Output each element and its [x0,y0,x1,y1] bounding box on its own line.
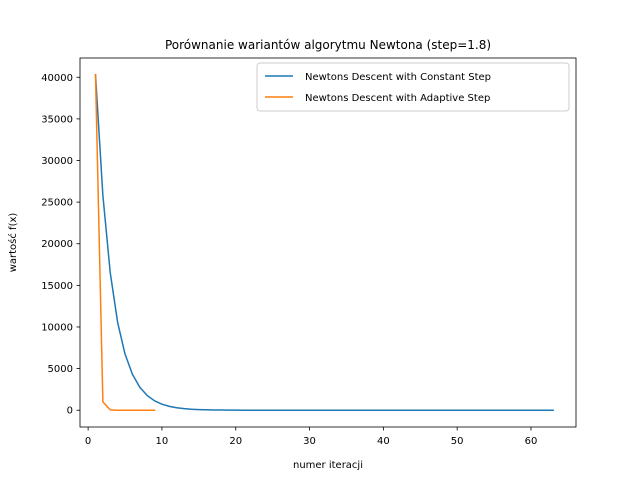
x-axis-label: numer iteracji [293,460,363,471]
plot-area [79,57,577,428]
y-tick-label: 35000 [41,114,73,125]
y-tick-label: 0 [67,406,73,417]
series-line-adaptive-step [94,74,156,411]
legend-label-constant-step: Newtons Descent with Constant Step [305,72,491,83]
y-tick-label: 15000 [41,281,73,292]
x-tick-label: 30 [303,436,316,447]
y-axis-ticks: 0 5000 10000 15000 20000 25000 30000 35000 40000 [41,73,80,417]
y-tick-label: 10000 [41,322,73,333]
x-tick-label: 20 [229,436,242,447]
chart-title: Porównanie wariantów algorytmu Newtona (… [165,38,491,52]
x-tick-label: 0 [85,436,91,447]
axes-frame [79,57,577,428]
x-tick-label: 50 [451,436,464,447]
y-tick-label: 5000 [48,364,73,375]
series-layer [94,73,554,411]
x-tick-label: 40 [377,436,390,447]
y-tick-label: 40000 [41,73,73,84]
legend-box [256,62,570,112]
y-tick-label: 30000 [41,156,73,167]
x-tick-label: 60 [525,436,538,447]
legend-label-adaptive-step: Newtons Descent with Adaptive Step [305,93,490,104]
series-line-constant-step [94,73,554,411]
y-tick-label: 25000 [41,198,73,209]
x-axis-ticks: 0 10 20 30 40 50 60 [85,427,537,447]
y-axis-label: wartość f(x) [7,213,19,273]
legend: Newtons Descent with Constant Step Newto… [256,62,570,112]
x-tick-label: 10 [156,436,169,447]
y-tick-label: 20000 [41,239,73,250]
